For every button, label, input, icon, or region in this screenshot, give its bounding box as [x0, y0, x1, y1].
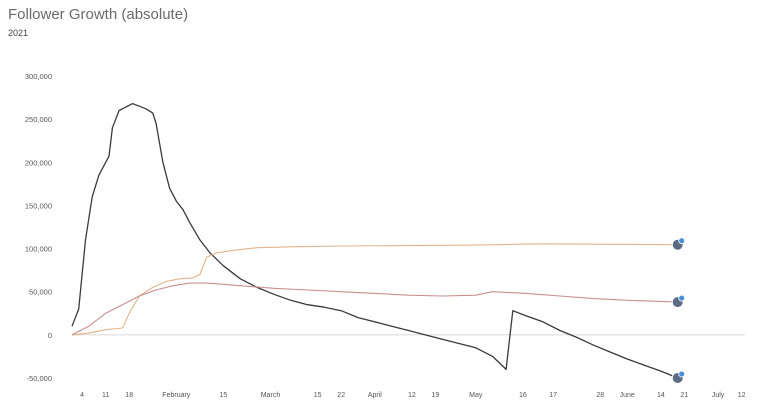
x-tick-label: June — [620, 392, 635, 399]
series-line — [71, 243, 678, 336]
x-tick-label: 21 — [681, 392, 689, 399]
x-tick-label: 17 — [549, 392, 557, 399]
y-tick-label: 150,000 — [25, 201, 52, 210]
account-avatar-icon[interactable] — [671, 294, 686, 309]
x-axis: 4 11 18 February 15 March 15 22 April 12 19 May 16 17… — [80, 392, 745, 399]
series-layer — [71, 102, 678, 379]
x-tick-label: 15 — [314, 392, 322, 399]
y-tick-label: 0 — [48, 331, 52, 340]
y-tick-label: 200,000 — [25, 158, 52, 167]
x-tick-label: 19 — [432, 392, 440, 399]
account-avatar-icon[interactable] — [671, 370, 686, 384]
series-line — [71, 102, 678, 379]
x-tick-label: 14 — [657, 392, 665, 399]
x-tick-label: February — [162, 392, 191, 399]
end-markers — [671, 237, 686, 384]
chart-subtitle: 2021 — [8, 28, 29, 38]
x-tick-label: April — [368, 392, 382, 399]
x-tick-label: 18 — [125, 392, 133, 399]
x-tick-label: 12 — [408, 392, 416, 399]
x-tick-label: 28 — [596, 392, 604, 399]
x-tick-label: 12 — [738, 392, 746, 399]
chart-title: Follower Growth (absolute) — [8, 6, 189, 23]
series-line — [71, 282, 678, 336]
y-tick-label: -50,000 — [27, 374, 52, 383]
x-tick-label: March — [261, 392, 281, 399]
y-tick-label: 100,000 — [25, 245, 52, 254]
x-tick-label: July — [712, 392, 725, 399]
y-tick-label: 50,000 — [29, 288, 52, 297]
x-tick-label: 16 — [519, 392, 527, 399]
account-avatar-icon[interactable] — [671, 237, 686, 251]
x-tick-label: 22 — [337, 392, 345, 399]
x-tick-label: 4 — [80, 392, 84, 399]
x-tick-label: May — [469, 392, 483, 399]
y-tick-label: 250,000 — [25, 115, 52, 124]
x-tick-label: 11 — [102, 392, 109, 399]
x-tick-label: 15 — [220, 392, 228, 399]
y-tick-label: 300,000 — [25, 72, 52, 81]
y-axis: -50,000 0 50,000 100,000 150,000 200,000 250,0… — [25, 72, 745, 383]
